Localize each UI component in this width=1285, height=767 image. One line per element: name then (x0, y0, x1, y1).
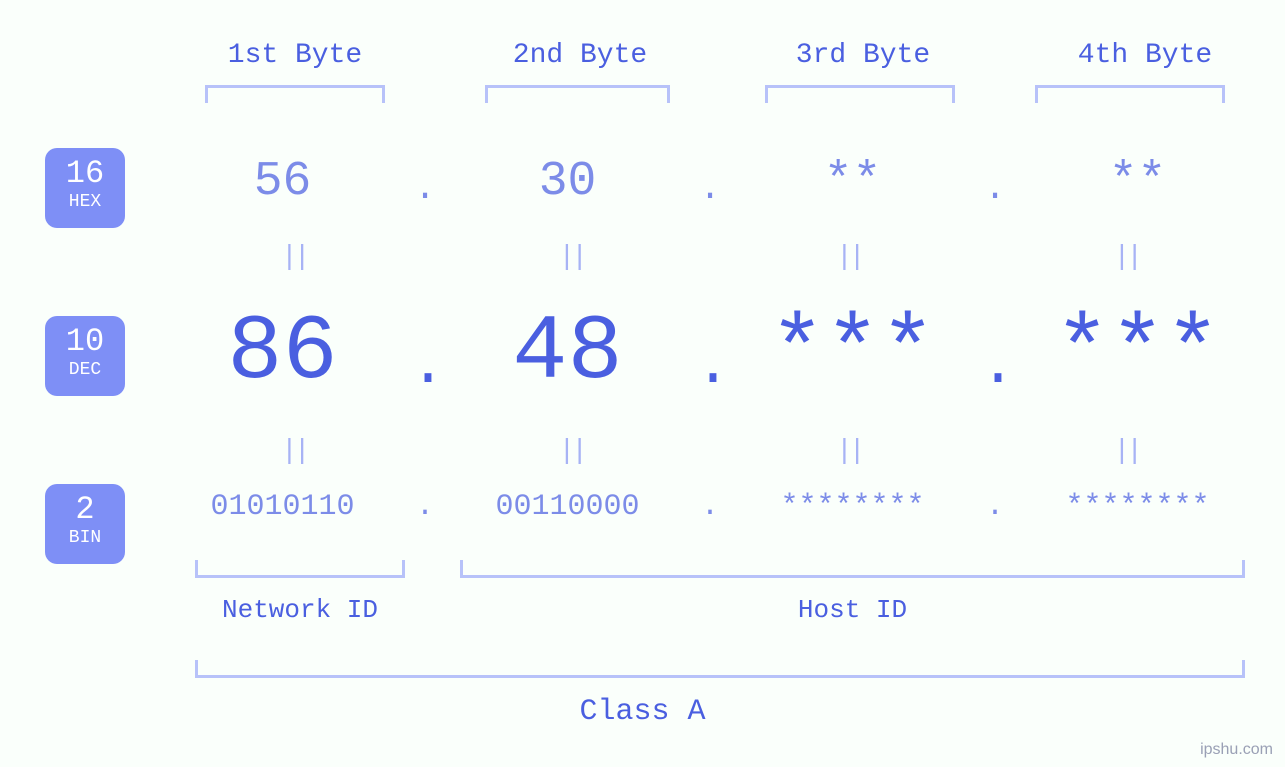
hex-badge-base: 16 (45, 156, 125, 191)
dot-separator: . (410, 333, 440, 401)
dot-separator: . (980, 490, 1010, 524)
equals-glyph: || (710, 436, 988, 467)
dec-badge: 10 DEC (45, 316, 125, 396)
equals-glyph: || (155, 242, 433, 273)
bin-byte-1: 01010110 (155, 490, 410, 524)
dec-badge-base: 10 (45, 324, 125, 359)
hex-byte-2: 30 (440, 155, 695, 209)
top-bracket-2 (485, 85, 670, 103)
hex-badge-label: HEX (45, 193, 125, 213)
class-label: Class A (0, 695, 1285, 729)
dot-separator: . (410, 490, 440, 524)
ip-byte-diagram: 1st Byte 2nd Byte 3rd Byte 4th Byte 16 H… (0, 0, 1285, 767)
bin-byte-4: ******** (1010, 490, 1265, 524)
equals-glyph: || (710, 242, 988, 273)
byte-header-1: 1st Byte (165, 40, 425, 71)
dec-row: 86 . 48 . *** . *** (155, 300, 1265, 405)
byte-header-2: 2nd Byte (450, 40, 710, 71)
dec-byte-1: 86 (155, 300, 410, 405)
hex-row: 56 . 30 . ** . ** (155, 155, 1265, 209)
byte-header-4: 4th Byte (1015, 40, 1275, 71)
top-bracket-3 (765, 85, 955, 103)
dot-separator: . (980, 333, 1010, 401)
byte-header-3: 3rd Byte (733, 40, 993, 71)
hex-byte-4: ** (1010, 155, 1265, 209)
bin-badge-base: 2 (45, 492, 125, 527)
bin-row: 01010110 . 00110000 . ******** . *******… (155, 490, 1265, 524)
host-id-label: Host ID (460, 595, 1245, 625)
equals-glyph: || (988, 436, 1266, 467)
equals-glyph: || (988, 242, 1266, 273)
network-id-label: Network ID (195, 595, 405, 625)
dot-separator: . (695, 333, 725, 401)
network-id-bracket (195, 560, 405, 578)
class-bracket (195, 660, 1245, 678)
equals-glyph: || (433, 436, 711, 467)
equals-row-1: || || || || (155, 242, 1265, 273)
hex-byte-1: 56 (155, 155, 410, 209)
dot-separator: . (695, 168, 725, 209)
dec-byte-4: *** (1010, 300, 1265, 405)
bin-byte-2: 00110000 (440, 490, 695, 524)
top-bracket-1 (205, 85, 385, 103)
dec-byte-3: *** (725, 300, 980, 405)
watermark: ipshu.com (1200, 741, 1273, 759)
top-bracket-4 (1035, 85, 1225, 103)
host-id-bracket (460, 560, 1245, 578)
bin-badge-label: BIN (45, 529, 125, 549)
hex-byte-3: ** (725, 155, 980, 209)
dec-badge-label: DEC (45, 361, 125, 381)
equals-glyph: || (433, 242, 711, 273)
hex-badge: 16 HEX (45, 148, 125, 228)
equals-glyph: || (155, 436, 433, 467)
dot-separator: . (410, 168, 440, 209)
dot-separator: . (695, 490, 725, 524)
bin-byte-3: ******** (725, 490, 980, 524)
equals-row-2: || || || || (155, 436, 1265, 467)
dot-separator: . (980, 168, 1010, 209)
dec-byte-2: 48 (440, 300, 695, 405)
bin-badge: 2 BIN (45, 484, 125, 564)
